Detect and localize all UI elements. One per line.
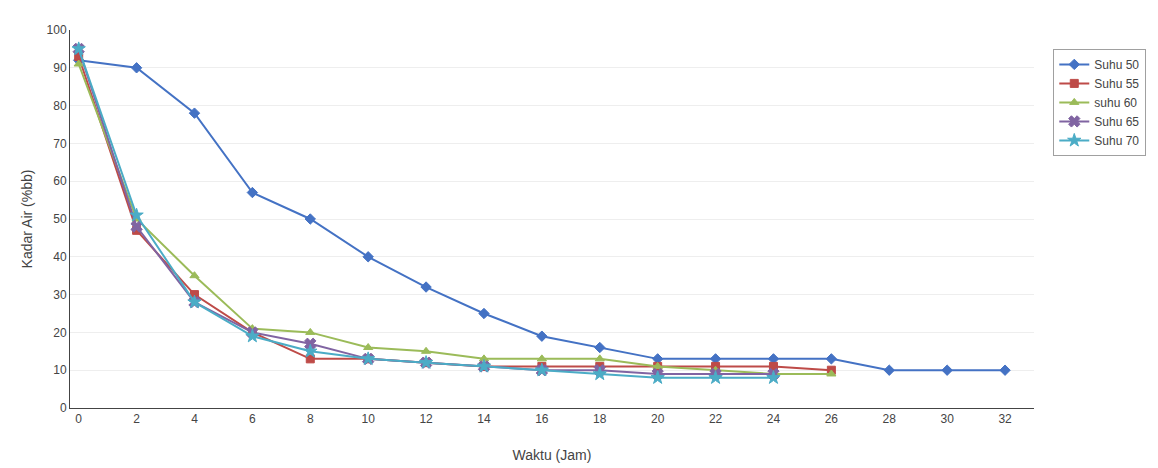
svg-text:90: 90	[53, 61, 67, 75]
svg-text:28: 28	[883, 412, 897, 426]
svg-text:16: 16	[535, 412, 549, 426]
svg-text:Kadar Air (%bb): Kadar Air (%bb)	[19, 170, 35, 269]
svg-text:30: 30	[940, 412, 954, 426]
svg-text:32: 32	[998, 412, 1012, 426]
svg-text:60: 60	[53, 174, 67, 188]
svg-text:6: 6	[249, 412, 256, 426]
svg-text:20: 20	[651, 412, 665, 426]
svg-text:100: 100	[47, 23, 67, 37]
svg-text:10: 10	[53, 363, 67, 377]
svg-text:Suhu 50: Suhu 50	[1094, 58, 1139, 72]
svg-text:40: 40	[53, 250, 67, 264]
svg-text:14: 14	[477, 412, 491, 426]
svg-text:80: 80	[53, 99, 67, 113]
svg-text:24: 24	[767, 412, 781, 426]
svg-text:0: 0	[60, 401, 67, 415]
svg-text:50: 50	[53, 212, 67, 226]
svg-text:4: 4	[191, 412, 198, 426]
svg-text:2: 2	[133, 412, 140, 426]
svg-text:Suhu 70: Suhu 70	[1094, 134, 1139, 148]
svg-text:26: 26	[825, 412, 839, 426]
svg-text:70: 70	[53, 137, 67, 151]
svg-text:22: 22	[709, 412, 723, 426]
svg-text:30: 30	[53, 288, 67, 302]
svg-text:Suhu 55: Suhu 55	[1094, 77, 1139, 91]
svg-text:0: 0	[75, 412, 82, 426]
svg-text:Suhu 65: Suhu 65	[1094, 115, 1139, 129]
svg-text:8: 8	[307, 412, 314, 426]
svg-text:Waktu (Jam): Waktu (Jam)	[513, 447, 592, 463]
svg-text:suhu 60: suhu 60	[1094, 96, 1137, 110]
svg-text:12: 12	[419, 412, 433, 426]
svg-text:18: 18	[593, 412, 607, 426]
svg-text:20: 20	[53, 326, 67, 340]
svg-text:10: 10	[361, 412, 375, 426]
